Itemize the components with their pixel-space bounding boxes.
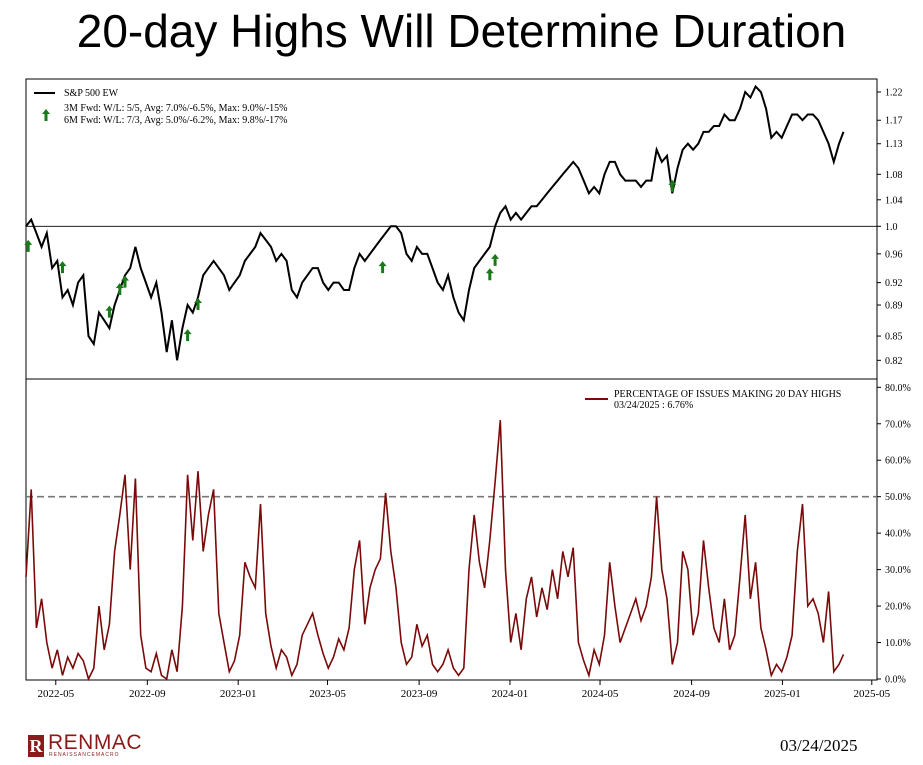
sp500-ew-line	[25, 84, 845, 361]
bottom-legend: PERCENTAGE OF ISSUES MAKING 20 DAY HIGHS…	[585, 389, 841, 411]
y-tick-label: 1.13	[885, 139, 903, 150]
signal-arrow-icon	[668, 179, 677, 192]
x-tick-label: 2024-09	[673, 688, 710, 700]
y-tick-label: 1.22	[885, 87, 903, 98]
y-tick-label: 20.0%	[885, 602, 911, 613]
y-tick-label: 0.82	[885, 356, 903, 367]
signal-markers	[24, 179, 677, 342]
y-tick-label: 0.85	[885, 332, 903, 343]
x-tick-label: 2022-05	[37, 688, 74, 700]
x-tick-label: 2023-01	[220, 688, 257, 700]
y-tick-label: 50.0%	[885, 492, 911, 503]
signal-arrow-icon	[105, 305, 114, 318]
x-tick-label: 2024-01	[492, 688, 529, 700]
pct-20day-highs-line	[25, 420, 845, 682]
y-tick-label: 70.0%	[885, 419, 911, 430]
y-tick-label: 0.96	[885, 249, 903, 260]
y-tick-label: 30.0%	[885, 565, 911, 576]
logo-tagline: RENAISSANCEMACRO	[49, 752, 120, 758]
y-tick-label: 10.0%	[885, 638, 911, 649]
bottom-panel: 0.0% 10.0% 20.0% 30.0% 40.0% 50.0% 60.0% 70.0% 8…	[25, 378, 911, 686]
page-title: 20-day Highs Will Determine Duration	[76, 5, 847, 57]
legend-label-sp500: S&P 500 EW	[64, 88, 119, 99]
signal-arrow-icon	[194, 298, 202, 310]
bottom-y-axis: 0.0% 10.0% 20.0% 30.0% 40.0% 50.0% 60.0% 70.0% 8…	[877, 383, 911, 686]
y-tick-label: 1.04	[885, 195, 903, 206]
logo-name: RENMAC	[48, 731, 143, 754]
y-tick-label: 1.0	[885, 222, 898, 233]
x-tick-label: 2024-05	[582, 688, 619, 700]
signal-arrow-icon	[491, 253, 500, 266]
signal-arrow-icon	[183, 329, 192, 342]
legend-label-pct: PERCENTAGE OF ISSUES MAKING 20 DAY HIGHS	[614, 389, 841, 400]
x-tick-label: 2025-01	[764, 688, 801, 700]
footer-date: 03/24/2025	[780, 736, 858, 755]
top-legend: S&P 500 EW 3M Fwd: W/L: 5/5, Avg: 7.0%/-…	[34, 88, 288, 126]
signal-arrow-icon	[24, 239, 33, 252]
top-y-axis: 0.82 0.85 0.89 0.92 0.96 1.0 1.04 1.08 1.13 1.17 1…	[877, 87, 903, 367]
signal-arrow-icon	[378, 261, 387, 274]
logo-mark-icon: R	[28, 735, 44, 757]
y-tick-label: 0.92	[885, 278, 903, 289]
y-tick-label: 0.89	[885, 300, 903, 311]
legend-signal-6m: 6M Fwd: W/L: 7/3, Avg: 5.0%/-6.2%, Max: …	[64, 115, 288, 126]
signal-arrow-icon	[485, 268, 494, 281]
legend-signal-3m: 3M Fwd: W/L: 5/5, Avg: 7.0%/-6.5%, Max: …	[64, 103, 288, 114]
y-tick-label: 80.0%	[885, 383, 911, 394]
signal-arrow-icon	[115, 283, 124, 295]
y-tick-label: 1.08	[885, 170, 903, 181]
signal-arrow-icon	[121, 275, 129, 288]
top-panel-frame	[25, 78, 878, 380]
y-tick-label: 0.0%	[885, 675, 906, 686]
x-tick-label: 2025-05	[853, 688, 890, 700]
bottom-panel-frame	[25, 378, 878, 681]
x-tick-label: 2022-09	[129, 688, 166, 700]
y-tick-label: 60.0%	[885, 456, 911, 467]
x-tick-label: 2023-09	[401, 688, 438, 700]
x-tick-label: 2023-05	[309, 688, 346, 700]
x-axis: 2022-05 2022-09 2023-01 2023-05 2023-09 2024-…	[37, 680, 891, 700]
legend-arrow-icon	[42, 109, 50, 121]
y-tick-label: 1.17	[885, 116, 903, 127]
legend-latest-value: 03/24/2025 : 6.76%	[614, 400, 693, 411]
y-tick-label: 40.0%	[885, 529, 911, 540]
top-panel: 0.82 0.85 0.89 0.92 0.96 1.0 1.04 1.08 1.13 1.17 1…	[24, 78, 903, 380]
signal-arrow-icon	[58, 261, 67, 274]
